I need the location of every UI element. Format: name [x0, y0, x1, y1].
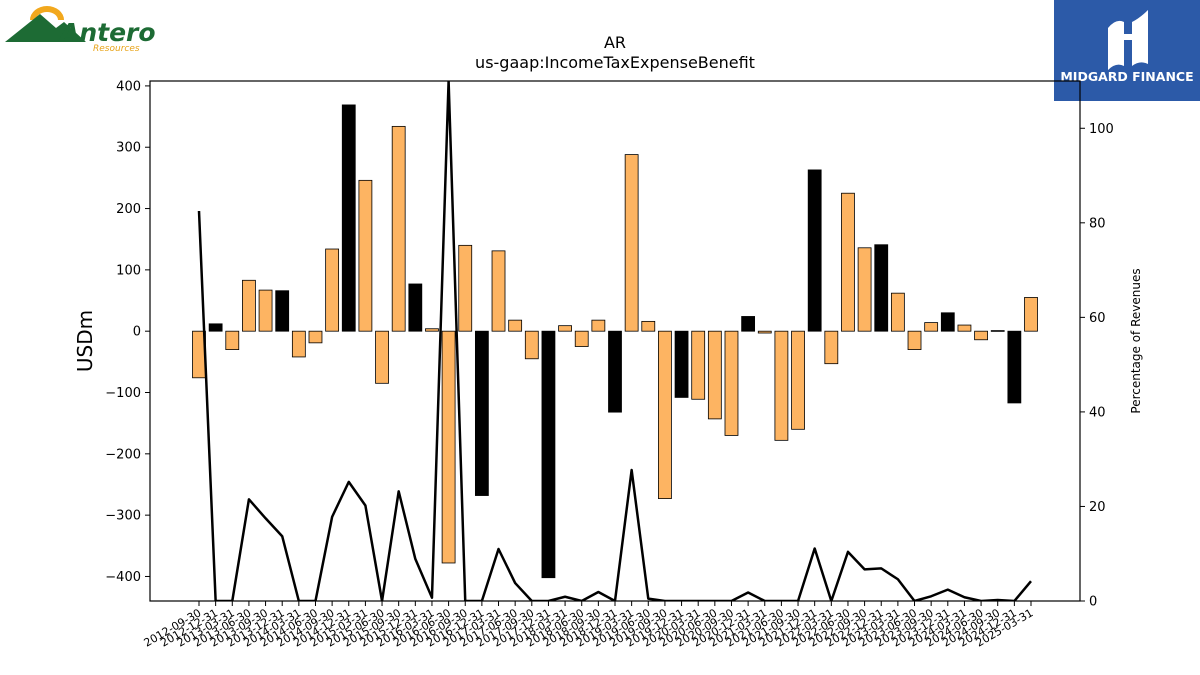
- bar: [225, 330, 240, 350]
- bar: [624, 154, 639, 332]
- bar: [857, 247, 872, 332]
- bar: [990, 330, 1005, 332]
- bar: [341, 104, 356, 332]
- bar: [940, 312, 955, 332]
- bar: [508, 319, 523, 332]
- bar: [591, 319, 606, 332]
- y2-axis-label: Percentage of Revenues: [1129, 268, 1143, 413]
- bar: [325, 248, 340, 332]
- bar: [807, 169, 822, 332]
- bar: [375, 330, 389, 384]
- y-tick-label: 0: [133, 325, 141, 340]
- y2-tick-label: 20: [1089, 500, 1106, 515]
- bar: [774, 330, 789, 441]
- logo-name: Antero: [58, 18, 156, 47]
- bar: [425, 328, 439, 332]
- bar: [391, 125, 406, 332]
- midgard-emblem-icon: [1108, 10, 1148, 70]
- y2-tick-label: 0: [1089, 595, 1097, 610]
- bar: [907, 330, 922, 350]
- y-tick-label: 100: [116, 263, 141, 278]
- bar: [924, 322, 939, 332]
- bar: [208, 323, 223, 332]
- bar: [275, 290, 290, 332]
- bar: [474, 330, 489, 496]
- bar: [658, 330, 672, 500]
- bar: [458, 244, 473, 332]
- bar: [824, 330, 839, 365]
- midgard-logo: MIDGARD FINANCE: [1054, 0, 1200, 101]
- bar: [957, 324, 972, 332]
- bar: [791, 330, 805, 430]
- bar: [674, 330, 689, 398]
- y2-tick-label: 40: [1089, 405, 1106, 420]
- bar: [524, 330, 539, 360]
- y-tick-label: −100: [105, 386, 141, 401]
- bar: [691, 330, 706, 400]
- y-tick-label: −300: [105, 509, 141, 524]
- y-tick-label: −200: [105, 447, 141, 462]
- bar-group: [192, 104, 1038, 579]
- bar: [608, 330, 622, 413]
- bar: [258, 289, 273, 332]
- y-tick-label: −400: [105, 570, 141, 585]
- x-axis: 2012-09-302012-12-312013-03-312013-06-30…: [142, 601, 1036, 650]
- bar: [574, 330, 589, 347]
- antero-logo: Antero Resources: [5, 6, 156, 54]
- bar: [408, 283, 423, 332]
- bar: [308, 330, 323, 344]
- bar: [741, 316, 756, 332]
- bar: [1007, 330, 1022, 404]
- y-axis-label: USDm: [73, 310, 97, 372]
- bar: [291, 330, 306, 358]
- midgard-badge-bg: [1054, 0, 1200, 101]
- bar: [724, 330, 739, 436]
- y-tick-label: 300: [116, 141, 141, 156]
- bar: [974, 330, 988, 341]
- bar: [358, 179, 373, 332]
- bar: [541, 330, 556, 579]
- logo-sun-icon: [30, 6, 64, 20]
- bar: [707, 330, 722, 420]
- y2-tick-label: 60: [1089, 311, 1106, 326]
- bar: [874, 244, 889, 332]
- logo-mountain-icon: [5, 14, 86, 42]
- bar: [841, 192, 855, 332]
- bar: [441, 330, 456, 564]
- y-tick-label: 200: [116, 202, 141, 217]
- line-group: [197, 81, 1032, 601]
- y2-axis: 0 20 40 60 80 100: [1080, 122, 1114, 610]
- bar: [641, 320, 656, 332]
- bar: [242, 279, 256, 332]
- bar: [558, 325, 572, 332]
- y2-tick-label: 80: [1089, 216, 1106, 231]
- bar: [890, 292, 905, 332]
- bar: [491, 250, 506, 332]
- y-tick-label: 400: [116, 79, 141, 94]
- logo-sub: Resources: [93, 44, 140, 54]
- y2-tick-label: 100: [1089, 122, 1114, 137]
- percentage-line: [197, 81, 1032, 601]
- midgard-name: MIDGARD FINANCE: [1060, 69, 1193, 84]
- chart-subtitle: us-gaap:IncomeTaxExpenseBenefit: [475, 53, 755, 72]
- chart-title: AR: [604, 33, 626, 52]
- y-axis: 400 300 200 100 0 −100 −200 −300 −400: [105, 79, 150, 585]
- bar: [757, 330, 772, 334]
- bar: [1024, 297, 1038, 332]
